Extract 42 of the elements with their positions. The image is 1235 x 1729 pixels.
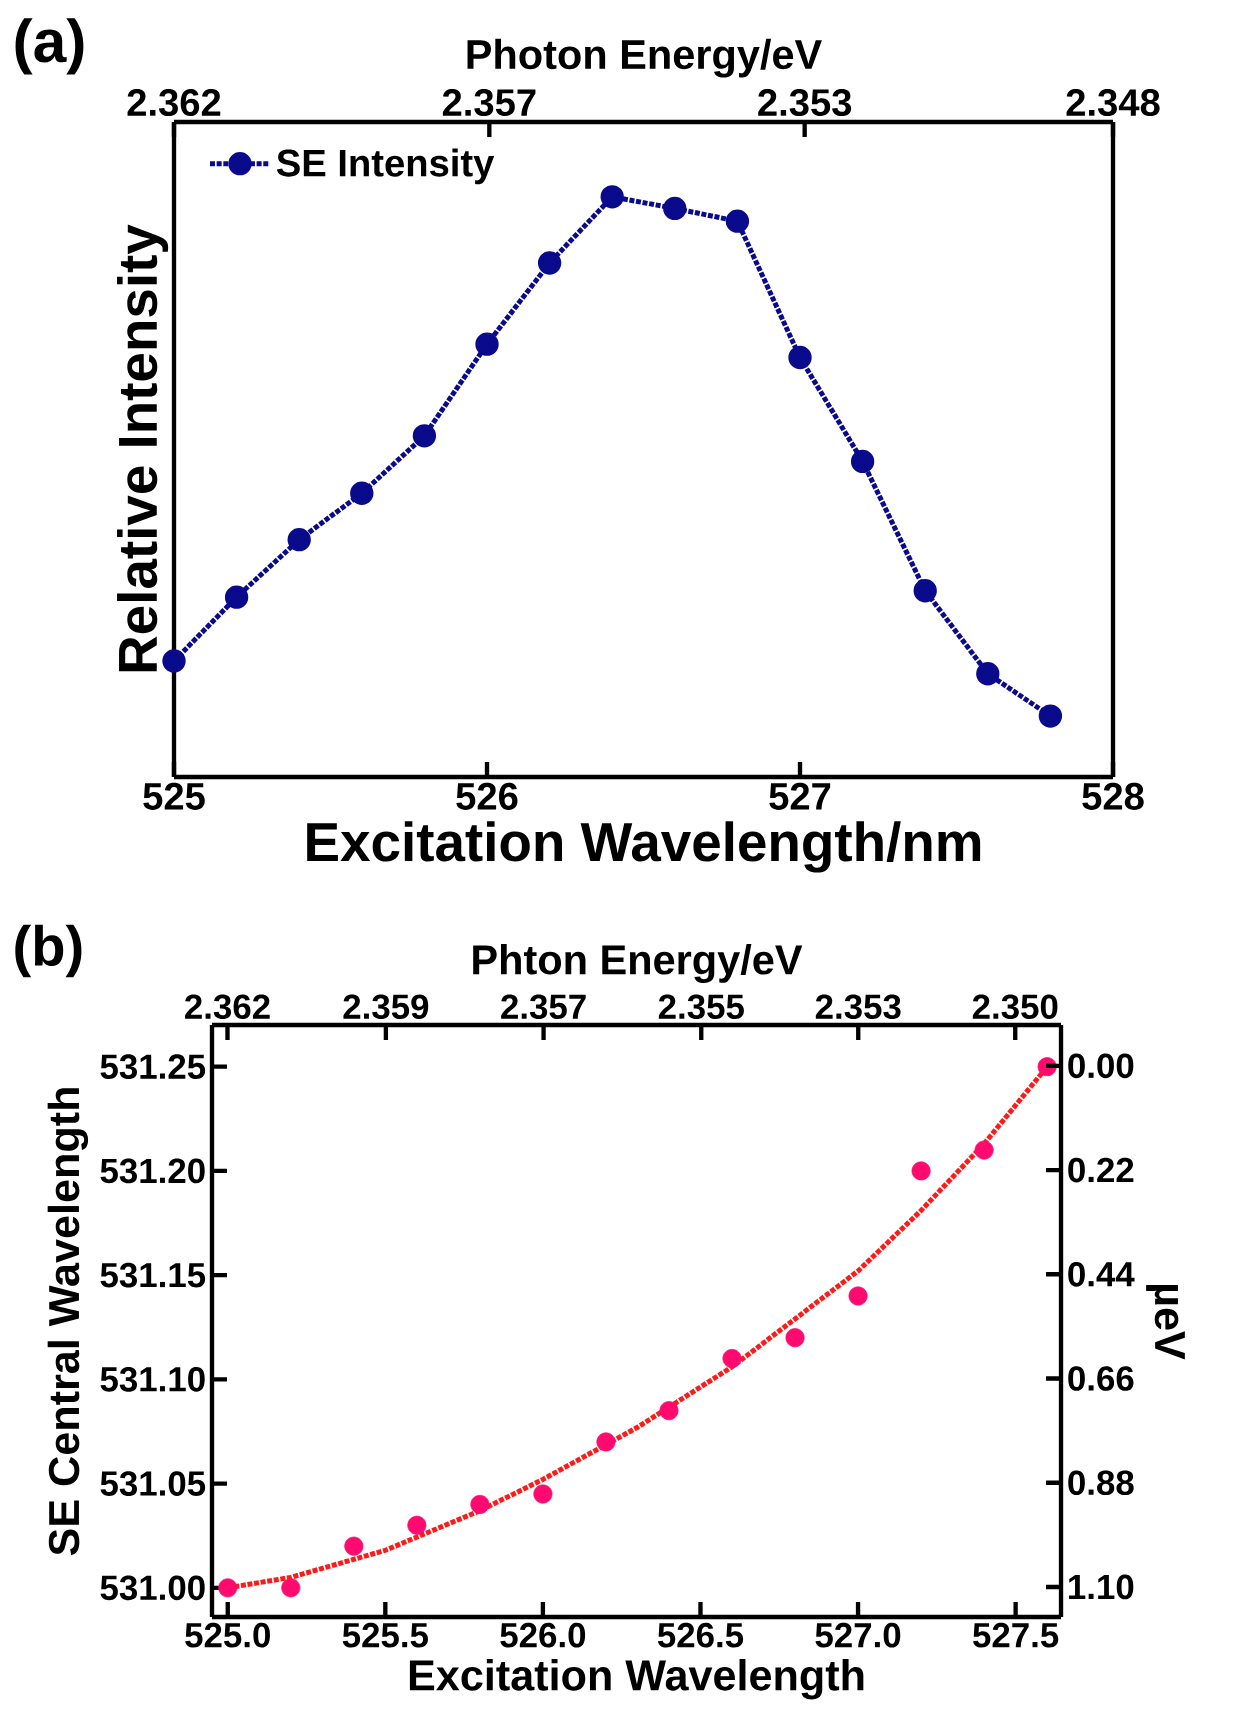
y2-axis-title: µeV — [1146, 1284, 1185, 1360]
x-tick-label: 527.0 — [815, 1622, 901, 1648]
x-tick-label: 526 — [456, 782, 518, 810]
x2-tick-label: 2.350 — [972, 994, 1058, 1020]
y-tick-label: 531.25 — [100, 1054, 206, 1080]
x2-axis-title: Phton Energy/eV — [473, 944, 803, 983]
y2-tick-label: 0.00 — [1068, 1053, 1134, 1079]
y2-tick-label: 0.44 — [1068, 1261, 1135, 1287]
x2-tick-label: 2.359 — [343, 994, 429, 1020]
text: (a) — [15, 18, 84, 75]
y-tick-label: 531.00 — [100, 1575, 205, 1601]
y-axis-title: Relative Intensity — [117, 224, 169, 672]
x-tick-label: 525.5 — [342, 1622, 428, 1648]
y2-tick-label: 0.66 — [1068, 1366, 1134, 1391]
y2-tick-label: 0.88 — [1068, 1470, 1134, 1496]
x2-tick-label: 2.357 — [501, 994, 586, 1020]
x2-axis-title: Photon Energy/eV — [467, 38, 822, 78]
x2-tick-label: 2.353 — [815, 994, 901, 1020]
x-tick-label: 526.5 — [657, 1622, 744, 1648]
y-tick-label: 531.15 — [100, 1262, 206, 1288]
x-axis-title: Excitation Wavelength — [409, 1658, 864, 1700]
x-tick-label: 526.0 — [500, 1622, 586, 1648]
x2-tick-label: 2.353 — [758, 89, 852, 117]
y2-tick-label: 1.10 — [1069, 1574, 1134, 1600]
x2-tick-label: 2.348 — [1066, 89, 1160, 117]
y-tick-label: 531.20 — [100, 1158, 205, 1184]
x2-tick-label: 2.355 — [658, 994, 744, 1020]
y-tick-label: 531.10 — [100, 1366, 205, 1392]
x-tick-label: 527.5 — [973, 1622, 1059, 1648]
x2-tick-label: 2.362 — [127, 89, 221, 117]
x2-tick-label: 2.362 — [185, 994, 270, 1020]
x-tick-label: 525 — [143, 782, 205, 810]
y-tick-label: 531.05 — [100, 1471, 206, 1496]
x2-tick-label: 2.357 — [442, 89, 536, 117]
x-tick-label: 525.0 — [185, 1622, 270, 1648]
text: (b) — [15, 924, 82, 978]
x-tick-label: 528 — [1082, 782, 1144, 810]
x-tick-label: 527 — [769, 782, 831, 810]
y2-tick-label: 0.22 — [1068, 1157, 1134, 1183]
x-axis-title: Excitation Wavelength/nm — [307, 821, 981, 873]
legend-label: SE Intensity — [276, 148, 495, 185]
y-axis-title: SE Central Wavelength — [47, 1088, 89, 1556]
